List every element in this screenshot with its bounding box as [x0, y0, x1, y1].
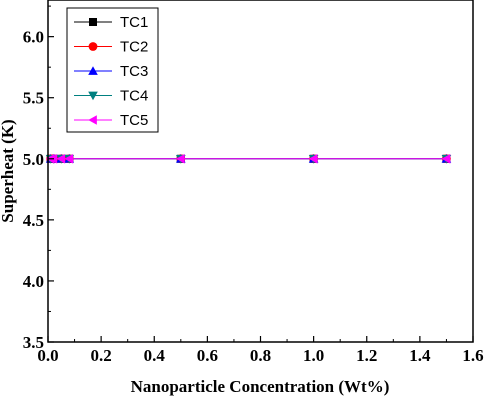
legend-label-tc1: TC1 — [120, 14, 148, 31]
legend: TC1 TC2 TC3 TC4 TC5 — [66, 7, 159, 133]
data-point-tc5 — [64, 153, 74, 164]
y-tick-label: 3.5 — [23, 333, 44, 352]
y-tick-label: 6.0 — [23, 28, 44, 47]
y-axis-title: Superheat (K) — [0, 119, 17, 222]
data-point-tc5 — [176, 153, 185, 164]
legend-label-tc4: TC4 — [120, 88, 148, 105]
legend-marker-tc3 — [88, 66, 98, 75]
x-tick-label: 0.2 — [91, 346, 112, 365]
y-tick-label: 4.0 — [23, 272, 44, 291]
data-point-tc5 — [441, 153, 451, 164]
legend-label-tc5: TC5 — [120, 112, 148, 129]
x-tick-label: 1.4 — [409, 346, 431, 365]
x-tick-label: 1.6 — [462, 346, 483, 365]
data-point-tc5 — [308, 153, 318, 164]
x-tick-label: 0.0 — [37, 346, 58, 365]
x-tick-label: 0.8 — [250, 346, 271, 365]
legend-marker-tc1 — [89, 18, 97, 26]
legend-marker-tc4 — [88, 91, 98, 101]
x-tick-label: 0.4 — [144, 346, 166, 365]
x-axis-title: Nanoparticle Concentration (Wt%) — [131, 377, 390, 396]
x-tick-label: 0.6 — [197, 346, 218, 365]
y-tick-label: 4.5 — [23, 211, 44, 230]
legend-label-tc3: TC3 — [120, 63, 148, 80]
data-point-tc5 — [56, 153, 66, 164]
legend-marker-tc2 — [88, 42, 98, 51]
x-tick-label: 1.0 — [303, 346, 324, 365]
x-tick-label: 1.2 — [356, 346, 377, 365]
y-tick-label: 5.0 — [23, 150, 44, 169]
legend-label-tc2: TC2 — [120, 39, 148, 56]
legend-box — [66, 7, 159, 133]
legend-marker-tc5 — [88, 115, 97, 125]
y-tick-label: 5.5 — [23, 89, 44, 108]
